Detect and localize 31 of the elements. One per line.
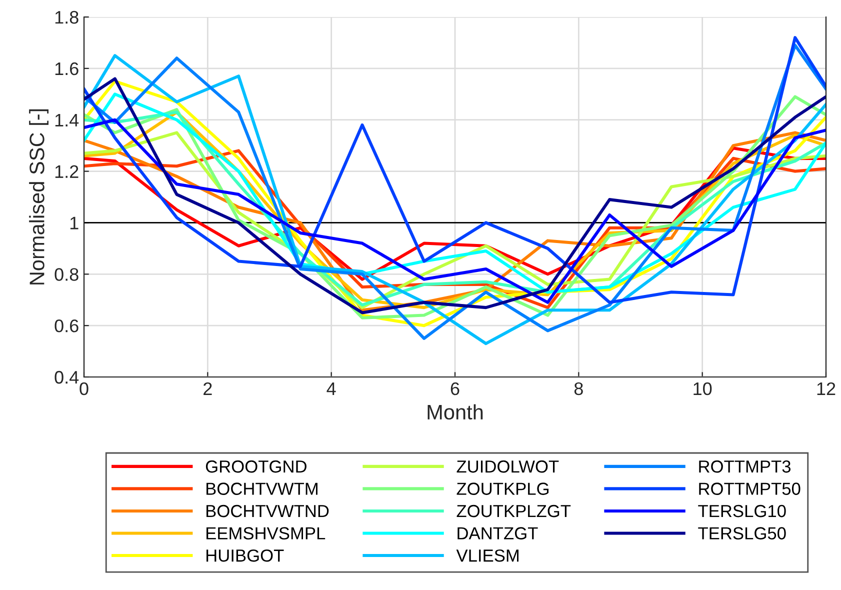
y-axis-title: Normalised SSC [-] bbox=[29, 109, 48, 284]
y-tick-label: 0.6 bbox=[54, 320, 78, 332]
legend-label: TERSLG10 bbox=[698, 504, 786, 518]
y-tick-label: 1.8 bbox=[55, 10, 78, 24]
x-tick-label: 4 bbox=[326, 382, 336, 395]
legend-label: TERSLG50 bbox=[698, 527, 786, 540]
y-tick-label: 0.8 bbox=[54, 268, 78, 281]
legend-label: ZOUTKPLZGT bbox=[456, 504, 571, 518]
y-tick-label: 0.4 bbox=[54, 370, 79, 384]
y-tick-label: 1.6 bbox=[55, 62, 78, 76]
x-tick-label: 10 bbox=[694, 382, 712, 396]
legend-label: VLIESM bbox=[456, 549, 518, 562]
y-tick-label: 1.4 bbox=[55, 114, 79, 126]
legend-label: GROOTGND bbox=[206, 460, 306, 473]
legend-label: BOCHTVWTND bbox=[206, 504, 329, 518]
y-tick-label: 1 bbox=[70, 216, 78, 230]
y-tick-label: 1.2 bbox=[55, 165, 78, 178]
legend-label: EEMSHVSMPL bbox=[206, 527, 326, 540]
x-tick-label: 2 bbox=[204, 382, 212, 395]
legend-label: ROTTMPT50 bbox=[699, 482, 800, 495]
x-axis-title: Month bbox=[428, 404, 483, 420]
x-tick-label: 8 bbox=[574, 382, 583, 396]
legend-label: ROTTMPT3 bbox=[699, 460, 791, 473]
legend-label: ZOUTKPLG bbox=[456, 482, 548, 495]
legend-label: DANTZGT bbox=[458, 527, 538, 540]
legend-label: HUIBGOT bbox=[206, 549, 284, 562]
legend-label: BOCHTVWTM bbox=[206, 482, 318, 495]
x-tick-label: 0 bbox=[80, 382, 88, 396]
x-tick-label: 12 bbox=[817, 382, 836, 395]
legend-label: ZUIDOLWOT bbox=[456, 460, 559, 473]
x-tick-label: 6 bbox=[450, 382, 460, 396]
